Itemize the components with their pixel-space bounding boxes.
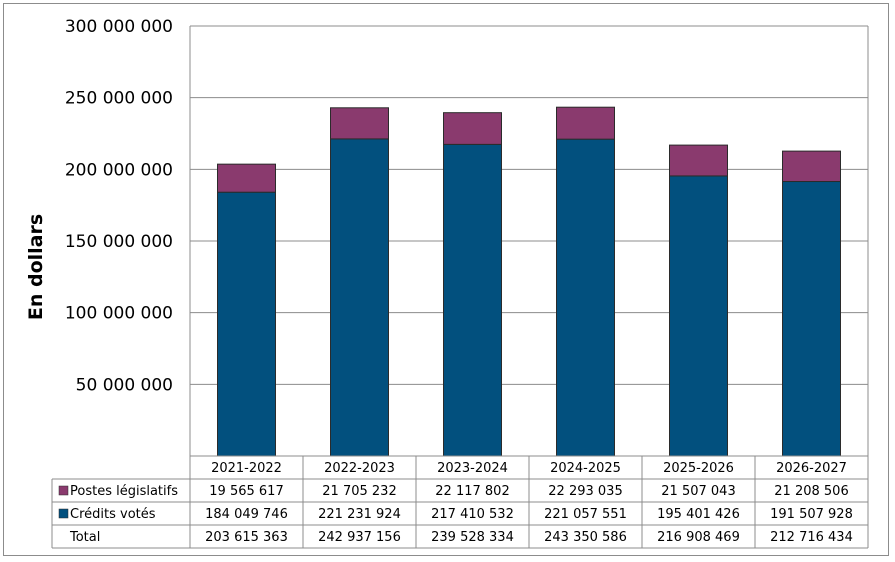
table-cell-value: 242 937 156 [318, 530, 401, 545]
bar-postes-legislatifs [556, 106, 615, 140]
y-tick-label: 100 000 000 [65, 304, 173, 324]
table-cell-value: 239 528 334 [431, 530, 514, 545]
legend-key [58, 485, 69, 496]
table-cell-value: 19 565 617 [209, 484, 283, 499]
y-tick-label: 150 000 000 [65, 232, 173, 252]
category-label: 2021-2022 [211, 461, 282, 476]
table-cell-value: 184 049 746 [205, 507, 288, 522]
data-table: 2021-2022 2022-2023 2023-2024 2024-2025 2025… [51, 455, 869, 549]
bar-credits-votes [330, 138, 389, 457]
table-cell-value: 217 410 532 [431, 507, 514, 522]
table-cell-value: 195 401 426 [657, 507, 740, 522]
table-cell-value: 22 293 035 [548, 484, 622, 499]
row-label: Postes législatifs [70, 484, 178, 499]
category-label: 2025-2026 [663, 461, 734, 476]
legend-key [58, 508, 69, 519]
y-axis-label: En dollars [25, 214, 47, 320]
bar-postes-legislatifs [443, 112, 502, 145]
table-cell-value: 221 231 924 [318, 507, 401, 522]
table-cell-value: 22 117 802 [435, 484, 509, 499]
category-label: 2022-2023 [324, 461, 395, 476]
bar-postes-legislatifs [330, 107, 389, 140]
bar-credits-votes [782, 181, 841, 457]
y-tick-label: 250 000 000 [65, 89, 173, 109]
y-tick-label: 300 000 000 [65, 17, 173, 37]
y-tick-label: 200 000 000 [65, 160, 173, 180]
table-cell-value: 221 057 551 [544, 507, 627, 522]
bar-credits-votes [443, 143, 502, 457]
category-label: 2024-2025 [550, 461, 621, 476]
bar-postes-legislatifs [217, 163, 276, 193]
row-label: Total [69, 530, 100, 545]
category-label: 2026-2027 [776, 461, 847, 476]
table-cell-value: 212 716 434 [770, 530, 853, 545]
bars [217, 106, 841, 457]
row-label: Crédits votés [70, 507, 156, 522]
bar-credits-votes [669, 175, 728, 457]
table-cell-value: 243 350 586 [544, 530, 627, 545]
table-cell-value: 21 705 232 [322, 484, 396, 499]
table-cell-value: 21 507 043 [661, 484, 735, 499]
table-cell-value: 203 615 363 [205, 530, 288, 545]
table-cell-value: 21 208 506 [774, 484, 848, 499]
category-label: 2023-2024 [437, 461, 508, 476]
table-cell-value: 216 908 469 [657, 530, 740, 545]
table-cell-value: 191 507 928 [770, 507, 853, 522]
y-tick-label: 50 000 000 [76, 375, 173, 395]
bar-postes-legislatifs [669, 144, 728, 177]
gridlines [189, 25, 869, 456]
y-axis-tick-labels: 50 000 000 100 000 000 150 000 000 200 000 … [65, 17, 173, 395]
bar-credits-votes [556, 138, 615, 457]
bar-credits-votes [217, 191, 276, 457]
bar-postes-legislatifs [782, 150, 841, 183]
